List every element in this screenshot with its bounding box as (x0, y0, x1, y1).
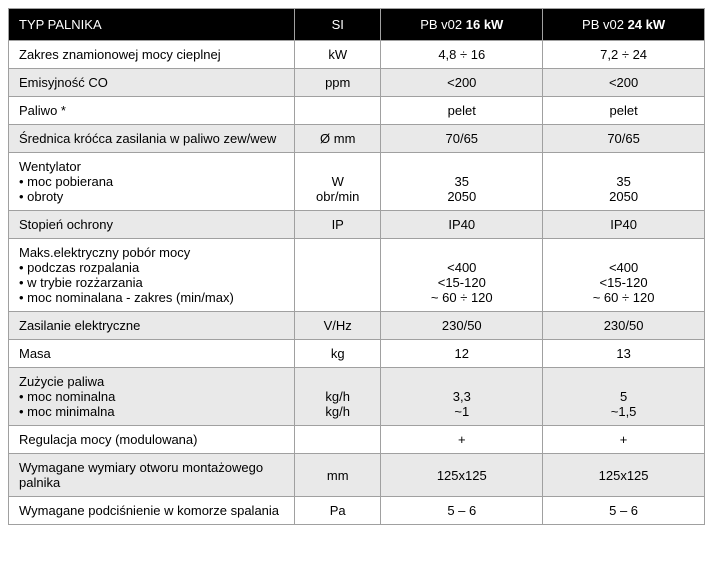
row-si (295, 97, 381, 125)
table-row: Regulacja mocy (modulowana) ++ (9, 426, 705, 454)
row-value-16kw: 12 (381, 340, 543, 368)
row-si: mm (295, 454, 381, 497)
row-label: Zasilanie elektryczne (9, 312, 295, 340)
row-value-16kw: 3,3~1 (381, 368, 543, 426)
row-label: Stopień ochrony (9, 211, 295, 239)
row-label: Wymagane podciśnienie w komorze spalania (9, 497, 295, 525)
row-label: Paliwo * (9, 97, 295, 125)
row-label: Zużycie paliwa• moc nominalna• moc minim… (9, 368, 295, 426)
table-row: Masakg1213 (9, 340, 705, 368)
row-value-24kw: 125x125 (543, 454, 705, 497)
row-label: Emisyjność CO (9, 69, 295, 97)
row-si: Wobr/min (295, 153, 381, 211)
table-row: Zasilanie elektryczneV/Hz230/50230/50 (9, 312, 705, 340)
row-label: Wymagane wymiary otworu montażowego paln… (9, 454, 295, 497)
row-label: Masa (9, 340, 295, 368)
row-value-16kw: 125x125 (381, 454, 543, 497)
row-value-24kw: 352050 (543, 153, 705, 211)
row-value-16kw: pelet (381, 97, 543, 125)
row-value-16kw: 230/50 (381, 312, 543, 340)
header-model-24kw: PB v02 24 kW (543, 9, 705, 41)
row-si: kg/hkg/h (295, 368, 381, 426)
header-model-24kw-prefix: PB v02 (582, 17, 628, 32)
row-label: Zakres znamionowej mocy cieplnej (9, 41, 295, 69)
row-value-16kw: + (381, 426, 543, 454)
row-value-24kw: 230/50 (543, 312, 705, 340)
table-row: Stopień ochronyIPIP40IP40 (9, 211, 705, 239)
row-value-24kw: <200 (543, 69, 705, 97)
table-row: Wymagane podciśnienie w komorze spalania… (9, 497, 705, 525)
header-type: TYP PALNIKA (9, 9, 295, 41)
table-row: Maks.elektryczny pobór mocy• podczas roz… (9, 239, 705, 312)
header-si: SI (295, 9, 381, 41)
row-si: kg (295, 340, 381, 368)
table-header: TYP PALNIKA SI PB v02 16 kW PB v02 24 kW (9, 9, 705, 41)
row-label: Maks.elektryczny pobór mocy• podczas roz… (9, 239, 295, 312)
table-row: Paliwo * peletpelet (9, 97, 705, 125)
row-value-16kw: <400<15-120~ 60 ÷ 120 (381, 239, 543, 312)
row-value-24kw: pelet (543, 97, 705, 125)
row-si: ppm (295, 69, 381, 97)
row-value-16kw: 70/65 (381, 125, 543, 153)
row-value-24kw: 7,2 ÷ 24 (543, 41, 705, 69)
burner-spec-table: TYP PALNIKA SI PB v02 16 kW PB v02 24 kW… (8, 8, 705, 525)
row-value-24kw: 5 – 6 (543, 497, 705, 525)
row-si: Ø mm (295, 125, 381, 153)
row-value-24kw: IP40 (543, 211, 705, 239)
table-row: Średnica króćca zasilania w paliwo zew/w… (9, 125, 705, 153)
header-model-24kw-power: 24 kW (628, 17, 666, 32)
table-row: Zużycie paliwa• moc nominalna• moc minim… (9, 368, 705, 426)
row-si (295, 239, 381, 312)
row-si (295, 426, 381, 454)
row-si: IP (295, 211, 381, 239)
row-value-24kw: 13 (543, 340, 705, 368)
row-value-24kw: 70/65 (543, 125, 705, 153)
row-value-24kw: + (543, 426, 705, 454)
row-label: Regulacja mocy (modulowana) (9, 426, 295, 454)
row-si: V/Hz (295, 312, 381, 340)
header-model-16kw: PB v02 16 kW (381, 9, 543, 41)
table-row: Emisyjność COppm<200<200 (9, 69, 705, 97)
table-row: Zakres znamionowej mocy cieplnejkW4,8 ÷ … (9, 41, 705, 69)
row-si: Pa (295, 497, 381, 525)
header-model-16kw-power: 16 kW (466, 17, 504, 32)
row-value-16kw: <200 (381, 69, 543, 97)
header-model-16kw-prefix: PB v02 (420, 17, 466, 32)
row-value-16kw: 352050 (381, 153, 543, 211)
row-value-24kw: 5~1,5 (543, 368, 705, 426)
row-si: kW (295, 41, 381, 69)
table-row: Wentylator• moc pobierana• obroty Wobr/m… (9, 153, 705, 211)
row-label: Średnica króćca zasilania w paliwo zew/w… (9, 125, 295, 153)
row-label: Wentylator• moc pobierana• obroty (9, 153, 295, 211)
row-value-16kw: IP40 (381, 211, 543, 239)
row-value-16kw: 4,8 ÷ 16 (381, 41, 543, 69)
row-value-16kw: 5 – 6 (381, 497, 543, 525)
row-value-24kw: <400<15-120~ 60 ÷ 120 (543, 239, 705, 312)
table-row: Wymagane wymiary otworu montażowego paln… (9, 454, 705, 497)
